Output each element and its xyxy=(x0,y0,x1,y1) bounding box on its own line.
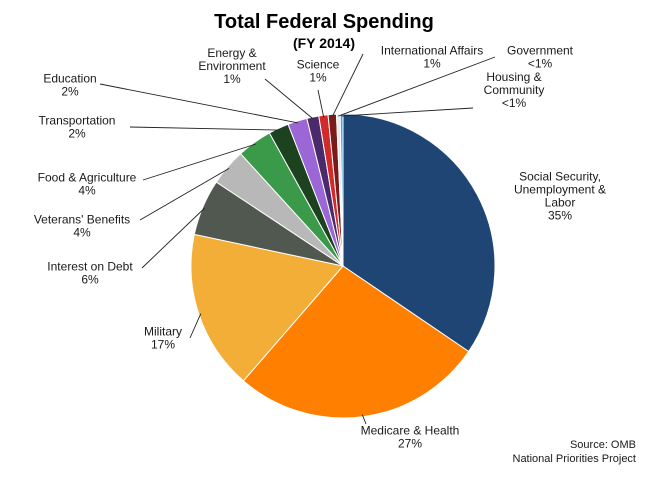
slice-label-4: Veterans' Benefits 4% xyxy=(34,213,130,240)
slice-label-8: Energy & Environment 1% xyxy=(198,46,266,86)
slice-label-6: Transportation 2% xyxy=(39,114,116,141)
leader-line-1 xyxy=(361,414,367,425)
slice-label-7: Education 2% xyxy=(43,72,96,99)
leader-line-9 xyxy=(317,89,325,118)
leader-line-0 xyxy=(473,194,476,197)
leader-line-10 xyxy=(331,53,364,117)
leader-line-3 xyxy=(141,207,206,269)
chart-subtitle: (FY 2014) xyxy=(293,35,355,51)
slice-label-11: Government <1% xyxy=(507,44,574,71)
leader-lines xyxy=(99,53,496,425)
pie-slice-2 xyxy=(190,233,344,382)
source-line-2: National Priorities Project xyxy=(513,453,637,465)
source-line-1: Source: OMB xyxy=(570,439,636,451)
slice-label-9: Science 1% xyxy=(297,58,340,85)
slice-label-3: Interest on Debt 6% xyxy=(47,260,133,287)
slice-label-5: Food & Agriculture 4% xyxy=(38,171,137,198)
pie-slices xyxy=(190,113,496,419)
slice-label-0: Social Security, Unemployment & Labor 35% xyxy=(514,170,606,223)
leader-line-12 xyxy=(341,107,474,117)
slice-label-1: Medicare & Health 27% xyxy=(361,424,460,451)
leader-line-2 xyxy=(189,313,202,339)
slice-label-2: Military 17% xyxy=(144,325,182,352)
leader-line-5 xyxy=(142,143,256,181)
leader-line-6 xyxy=(129,126,280,131)
slice-label-12: Housing & Community <1% xyxy=(484,70,545,110)
leader-line-4 xyxy=(139,168,230,221)
leader-line-7 xyxy=(99,83,299,124)
slice-label-10: International Affairs 1% xyxy=(381,44,484,71)
leader-line-8 xyxy=(264,78,314,120)
leader-line-11 xyxy=(338,56,496,117)
slice-labels: Social Security, Unemployment & Labor 35% Me… xyxy=(34,44,606,451)
chart-title: Total Federal Spending xyxy=(214,11,434,33)
pie-slice-0 xyxy=(342,113,496,353)
